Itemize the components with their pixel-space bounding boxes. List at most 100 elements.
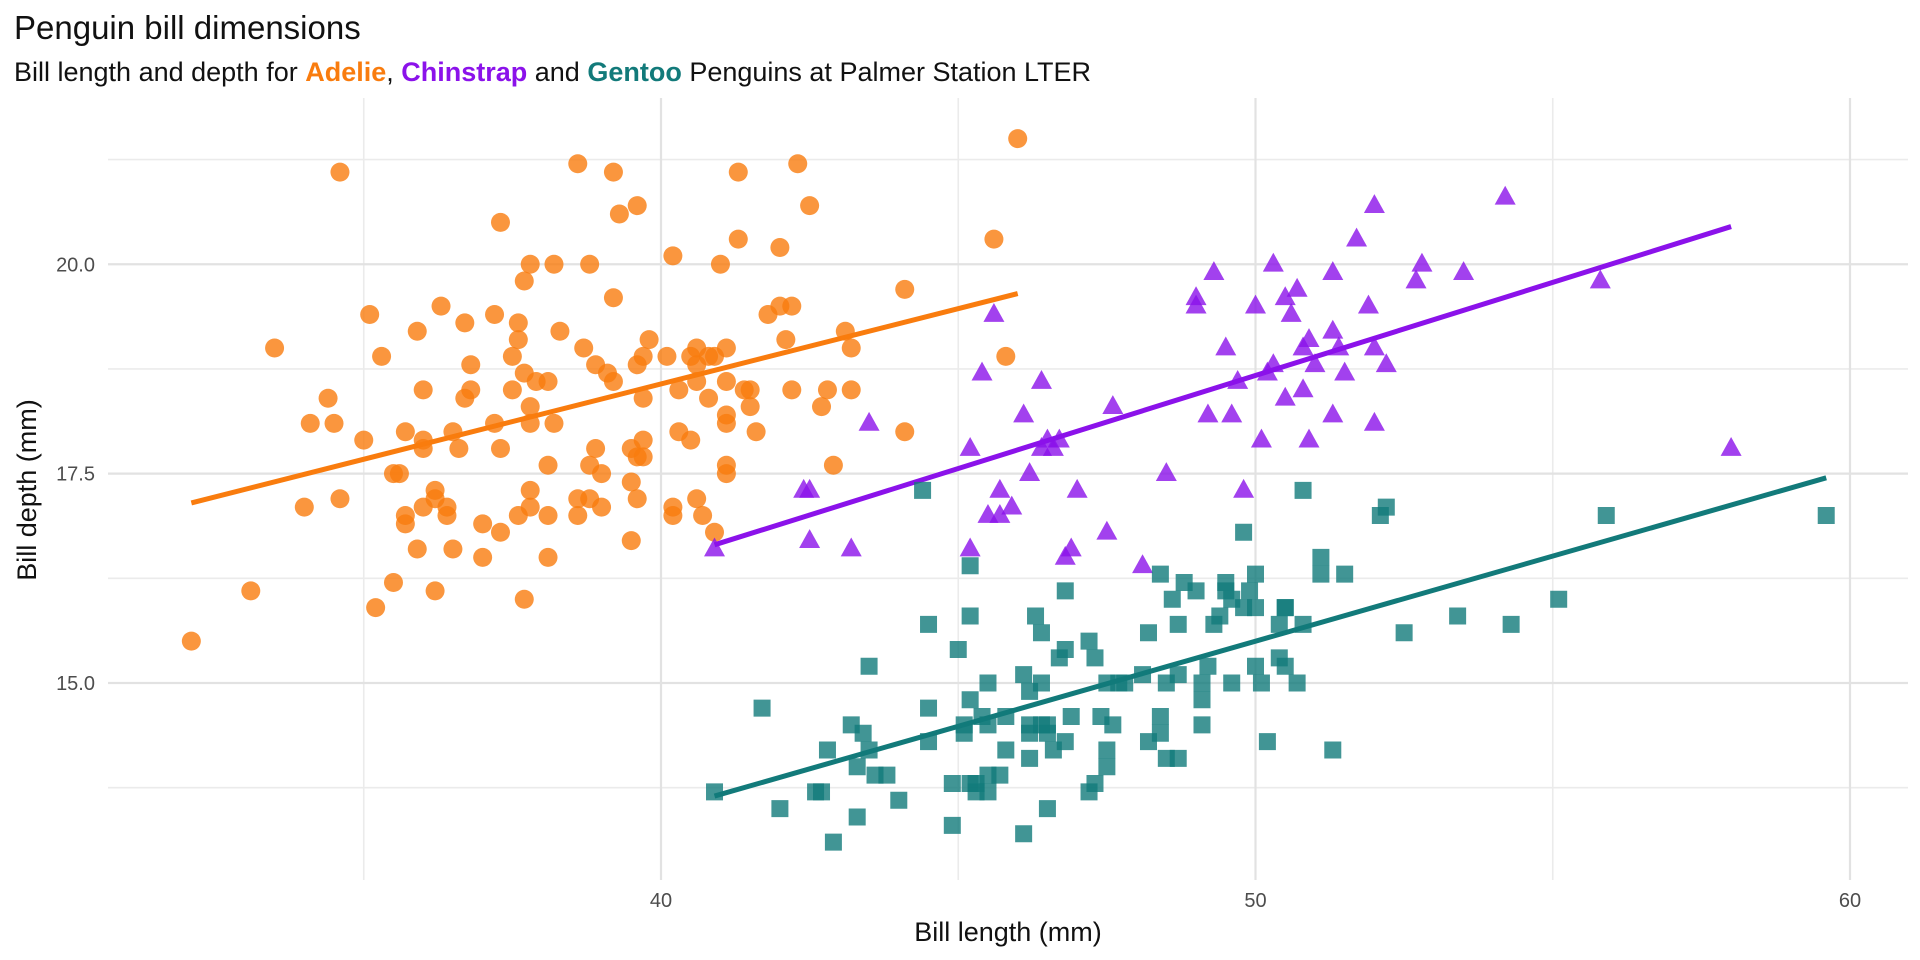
point-adelie (514, 271, 534, 291)
point-adelie (746, 422, 766, 442)
subtitle-species-chinstrap: Chinstrap (401, 57, 528, 87)
trend-line-gentoo (713, 475, 1827, 799)
point-chinstrap (983, 302, 1005, 322)
point-adelie (1008, 129, 1028, 149)
point-adelie (324, 413, 344, 433)
point-gentoo (979, 783, 997, 801)
point-adelie (520, 480, 540, 500)
point-chinstrap (1132, 554, 1154, 574)
point-gentoo (1038, 716, 1056, 734)
point-chinstrap (1030, 369, 1052, 389)
point-adelie (544, 413, 564, 433)
subtitle-species-adelie: Adelie (305, 57, 387, 87)
point-gentoo (1104, 716, 1122, 734)
point-adelie (693, 506, 713, 525)
point-chinstrap (1589, 269, 1611, 289)
point-adelie (241, 581, 261, 601)
point-gentoo (1449, 607, 1467, 625)
point-adelie (508, 313, 528, 333)
point-adelie (568, 506, 588, 525)
point-adelie (449, 439, 469, 458)
x-axis-label: Bill length (mm) (914, 917, 1102, 947)
point-gentoo (1312, 565, 1330, 583)
point-gentoo (979, 674, 997, 692)
x-tick-label: 50 (1244, 890, 1266, 912)
point-adelie (544, 254, 564, 274)
point-adelie (538, 455, 558, 475)
point-gentoo (860, 741, 878, 759)
point-gentoo (1241, 582, 1259, 600)
point-gentoo (1336, 565, 1354, 583)
point-chinstrap (1280, 302, 1302, 322)
point-gentoo (1217, 574, 1235, 591)
point-gentoo (1032, 674, 1050, 692)
point-gentoo (943, 816, 961, 834)
point-adelie (520, 413, 540, 433)
point-adelie (425, 480, 445, 500)
x-axis-ticks: 40 50 60 (650, 890, 1861, 912)
point-gentoo (813, 783, 831, 801)
point-adelie (372, 346, 392, 366)
point-adelie (633, 346, 653, 366)
point-adelie (461, 380, 481, 400)
point-adelie (502, 380, 522, 400)
point-gentoo (771, 800, 789, 818)
x-tick-label: 60 (1839, 890, 1861, 912)
point-adelie (728, 162, 748, 182)
point-gentoo (1395, 624, 1413, 642)
point-adelie (770, 238, 790, 257)
point-adelie (413, 430, 433, 450)
point-gentoo (1597, 507, 1615, 524)
point-gentoo (943, 775, 961, 792)
point-adelie (716, 455, 736, 475)
point-adelie (627, 196, 647, 216)
point-chinstrap (959, 436, 981, 456)
point-chinstrap (1720, 436, 1742, 456)
point-gentoo (848, 758, 866, 776)
point-chinstrap (1274, 386, 1296, 406)
point-chinstrap (1203, 261, 1225, 280)
point-adelie (716, 405, 736, 425)
point-adelie (609, 204, 629, 224)
point-chinstrap (1185, 286, 1207, 306)
point-gentoo (1288, 674, 1306, 692)
point-adelie (603, 288, 623, 308)
point-adelie (633, 388, 653, 408)
point-adelie (776, 330, 796, 350)
point-adelie (473, 547, 493, 567)
point-gentoo (854, 724, 872, 742)
point-chinstrap (1328, 336, 1350, 356)
chart-title: Penguin bill dimensions (14, 9, 361, 46)
point-gentoo (818, 741, 836, 759)
point-chinstrap (989, 503, 1011, 523)
point-gentoo (1169, 666, 1187, 684)
point-adelie (574, 338, 594, 358)
point-chinstrap (1215, 336, 1237, 356)
subtitle-prefix: Bill length and depth for (14, 57, 306, 87)
point-chinstrap (1411, 252, 1433, 272)
point-adelie (633, 447, 653, 467)
point-gentoo (890, 791, 908, 809)
point-chinstrap (1322, 261, 1344, 280)
point-gentoo (1276, 657, 1294, 675)
point-gentoo (955, 716, 973, 734)
point-adelie (788, 154, 808, 174)
point-gentoo (1223, 674, 1241, 692)
point-gentoo (949, 641, 967, 658)
point-chinstrap (858, 411, 880, 431)
point-chinstrap (1102, 395, 1124, 414)
major-gridlines (108, 98, 1908, 880)
point-adelie (502, 346, 522, 366)
point-adelie (984, 229, 1004, 249)
point-adelie (895, 279, 915, 299)
point-adelie (330, 489, 350, 509)
point-adelie (437, 497, 457, 517)
point-adelie (812, 397, 832, 417)
point-gentoo (979, 716, 997, 734)
point-gentoo (1021, 749, 1039, 767)
point-adelie (407, 539, 427, 559)
point-adelie (603, 372, 623, 391)
point-adelie (413, 380, 433, 400)
point-gentoo (824, 833, 842, 851)
